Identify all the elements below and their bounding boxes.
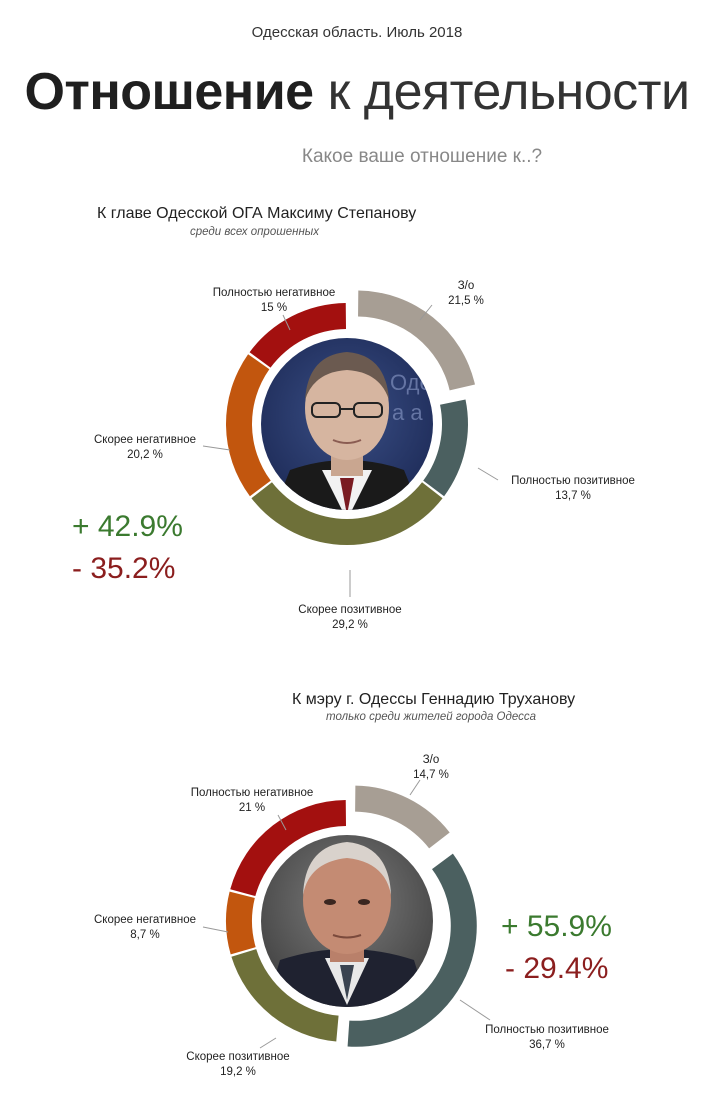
svg-text:а а: а а <box>392 400 423 425</box>
chart-1-label-dont-know: З/о 21,5 % <box>426 279 506 309</box>
slice-value: 14,7 % <box>413 769 449 781</box>
slice-value: 13,7 % <box>555 490 591 502</box>
chart-1-label-fully-positive: Полностью позитивное 13,7 % <box>498 474 648 504</box>
slice-value: 36,7 % <box>529 1039 565 1051</box>
slice-value: 21 % <box>238 802 266 814</box>
chart-2-label-fully-negative: Полностью негативное 21 % <box>182 786 322 816</box>
donut-slice-1-2 <box>231 949 339 1042</box>
page-title-light: к деятельности <box>327 63 690 121</box>
slice-label: Полностью негативное <box>190 787 314 799</box>
donut-slice-0-1 <box>423 399 468 497</box>
portrait-stepanov: Оде а а <box>261 338 433 510</box>
survey-question: Какое ваше отношение к..? <box>301 146 543 167</box>
slice-label: Полностью позитивное <box>511 475 635 487</box>
slice-value: 15 % <box>260 302 288 314</box>
chart-2-score-negative: - 29.4% <box>505 952 609 985</box>
slice-label: Скорее негативное <box>93 914 197 926</box>
leader-lines-2 <box>202 779 491 1049</box>
chart-2-label-dont-know: З/о 14,7 % <box>391 753 471 783</box>
slice-value: 8,7 % <box>130 929 160 941</box>
chart-1-label-rather-positive: Скорее позитивное 29,2 % <box>280 603 420 633</box>
svg-text:Оде: Оде <box>390 370 432 395</box>
chart-1-score-positive: + 42.9% <box>72 510 183 543</box>
slice-label: Скорее позитивное <box>186 1051 290 1063</box>
slice-label: Полностью негативное <box>212 287 336 299</box>
chart-2-label-rather-negative: Скорее негативное 8,7 % <box>80 913 210 943</box>
portrait-trukhanov <box>261 835 433 1007</box>
page-title: Отношение к деятельности <box>0 62 714 122</box>
chart-1-score-negative: - 35.2% <box>72 552 176 585</box>
donut-slice-1-1 <box>347 853 477 1047</box>
leader-lines-1 <box>202 304 499 597</box>
donut-chart-stepanov <box>226 290 475 545</box>
donut-slice-1-4 <box>230 800 347 897</box>
chart-1-subtitle: среди всех опрошенных <box>190 226 320 238</box>
donut-slice-0-2 <box>251 482 443 545</box>
donut-slice-0-3 <box>226 354 271 497</box>
chart-2-subtitle: только среди жителей города Одесса <box>326 711 537 723</box>
slice-value: 19,2 % <box>220 1066 256 1078</box>
donut-slice-1-0 <box>355 785 450 849</box>
slice-value: 29,2 % <box>332 619 368 631</box>
slice-label: Полностью позитивное <box>485 1024 609 1036</box>
slice-label: Скорее позитивное <box>298 604 402 616</box>
chart-2-title: К мэру г. Одессы Геннадию Труханову <box>292 691 576 708</box>
slice-value: 21,5 % <box>448 295 484 307</box>
survey-period: Одесская область. Июль 2018 <box>251 24 463 41</box>
chart-1-label-rather-negative: Скорее негативное 20,2 % <box>80 433 210 463</box>
donut-chart-trukhanov <box>226 785 477 1047</box>
slice-value: 20,2 % <box>127 449 163 461</box>
chart-2-score-positive: + 55.9% <box>501 910 612 943</box>
chart-1-title: К главе Одесской ОГА Максиму Степанову <box>97 205 417 222</box>
donut-slice-0-0 <box>358 290 475 391</box>
slice-label: Скорее негативное <box>93 434 197 446</box>
donut-slice-0-4 <box>249 303 347 368</box>
chart-2-label-fully-positive: Полностью позитивное 36,7 % <box>472 1023 622 1053</box>
chart-1-label-fully-negative: Полностью негативное 15 % <box>204 286 344 316</box>
chart-2-label-rather-positive: Скорее позитивное 19,2 % <box>168 1050 308 1080</box>
page-title-bold: Отношение <box>24 63 314 121</box>
donut-slice-1-3 <box>226 891 256 955</box>
slice-label: З/о <box>422 754 440 766</box>
slice-label: З/о <box>457 280 475 292</box>
